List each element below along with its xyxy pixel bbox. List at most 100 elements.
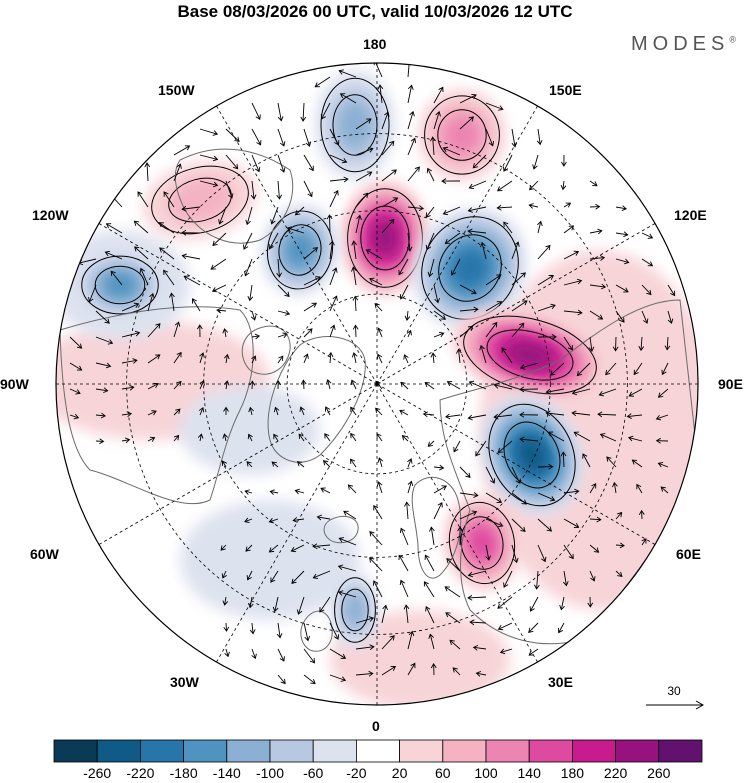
wind-vector (251, 355, 257, 364)
latitude-circle-3 (126, 133, 628, 635)
wind-vector (173, 163, 182, 182)
wind-vector (139, 267, 149, 286)
wind-vector (433, 110, 441, 130)
wind-vector (589, 483, 597, 494)
tint-atlantic (330, 610, 510, 705)
wind-vector (433, 464, 445, 471)
wind-vector (493, 382, 513, 390)
colorbar-swatch (658, 739, 703, 763)
wind-vector (294, 206, 305, 216)
wind-vector (655, 437, 669, 444)
label-90w: 90W (0, 376, 29, 392)
wind-vector (631, 459, 643, 468)
wind-vector (299, 406, 305, 416)
colorbar-swatch (442, 739, 487, 763)
colorbar-swatch (399, 739, 444, 763)
wind-vector (320, 487, 331, 494)
label-30e: 30E (548, 674, 573, 690)
wind-vector (303, 128, 312, 147)
wind-vector (286, 226, 305, 234)
wind-vector (589, 255, 606, 261)
brand-text: MODES (631, 33, 730, 55)
wind-vector (534, 570, 540, 590)
wind-vector (407, 630, 415, 650)
wind-vector (329, 324, 336, 338)
wind-vector (496, 204, 513, 211)
label-150e: 150E (549, 82, 582, 98)
wind-vector (612, 481, 618, 494)
wind-vector (355, 670, 374, 677)
wind-vector (147, 354, 161, 364)
wind-vector (472, 154, 487, 169)
wind-vector (453, 440, 461, 453)
vector-scale: 30 (644, 684, 708, 717)
wind-vector (589, 180, 598, 187)
wind-vector (401, 435, 409, 442)
colorbar-tick-label: 180 (560, 765, 585, 781)
wind-vector (355, 118, 372, 130)
wind-vector (537, 334, 557, 340)
wind-vector (550, 362, 565, 376)
wind-vector (338, 537, 357, 546)
colorbar-tick-label: -220 (126, 765, 155, 781)
wind-vector (560, 451, 567, 468)
wind-vector (407, 205, 425, 212)
wind-vector (615, 542, 625, 549)
wind-vector (563, 488, 580, 495)
colorbar-swatch (96, 739, 141, 763)
wind-vector (377, 457, 384, 468)
wind-vector (324, 433, 331, 442)
wind-vector (220, 544, 227, 551)
wind-vector (325, 379, 332, 390)
wind-vector (272, 596, 279, 613)
wind-vector (303, 247, 319, 260)
wind-vector (485, 301, 503, 312)
wind-vector (95, 362, 112, 369)
wind-vector (121, 437, 131, 444)
wind-vector (269, 489, 279, 496)
wind-vector (485, 518, 504, 528)
colorbar-tick-label: -260 (83, 765, 112, 781)
wind-vector (374, 303, 383, 312)
wind-vector (407, 480, 414, 494)
wind-vector (404, 501, 410, 520)
wind-vector (273, 433, 279, 442)
wind-vector (571, 410, 591, 417)
wind-vector (547, 431, 565, 442)
wind-vectors (69, 63, 676, 685)
wind-vector (303, 276, 321, 286)
wind-vector (316, 514, 331, 521)
wind-vector (268, 517, 279, 524)
colorbar-swatch (226, 739, 271, 763)
wind-vector (211, 284, 227, 293)
wind-vector (485, 128, 495, 147)
colorbar-swatch (140, 739, 185, 763)
wind-vector (399, 579, 409, 598)
wind-vector (329, 240, 335, 260)
wind-vector (661, 362, 669, 376)
wind-vector (459, 325, 474, 338)
wind-vector (503, 154, 513, 172)
wind-vector (606, 456, 617, 468)
anomaly-low-hudson (75, 251, 165, 319)
wind-vector (324, 406, 331, 416)
wind-vector (329, 189, 339, 208)
wind-vector (249, 622, 256, 635)
wind-vector (399, 284, 409, 300)
wind-vector (121, 330, 141, 338)
wind-vector (560, 180, 567, 191)
wind-vector (599, 433, 617, 442)
colorbar-swatch (312, 739, 357, 763)
anomaly-high-central-siberia (451, 309, 609, 401)
wind-vector (270, 570, 279, 583)
wind-vector (212, 232, 227, 247)
wind-vector (381, 197, 399, 208)
wind-vector (225, 128, 240, 142)
wind-vector (223, 406, 229, 416)
wind-vector (247, 433, 253, 442)
wind-vector (277, 102, 284, 122)
wind-vector (276, 622, 283, 639)
wind-vector (519, 386, 539, 393)
wind-vector (121, 302, 140, 312)
wind-vector (251, 128, 262, 146)
